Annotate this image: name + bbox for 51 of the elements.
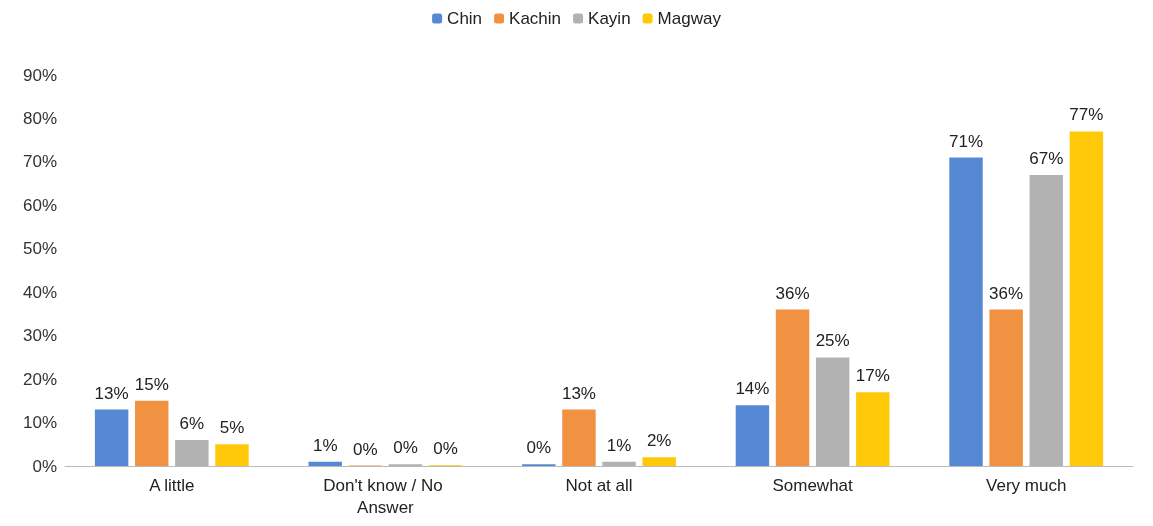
- bar: [308, 461, 342, 466]
- x-tick-label: Not at all: [565, 475, 633, 495]
- x-tick-label: Don't know / No Answer: [323, 475, 448, 517]
- bar: [94, 409, 129, 466]
- y-tick-label: 30%: [22, 326, 57, 346]
- y-tick-label: 10%: [22, 413, 57, 433]
- legend-label: Magway: [657, 9, 722, 28]
- y-tick-label: 20%: [22, 369, 57, 389]
- data-label: 77%: [1069, 105, 1104, 125]
- y-tick-label: 0%: [32, 456, 57, 476]
- x-tick-label: Very much: [986, 475, 1067, 495]
- bar: [135, 400, 169, 466]
- legend-label: Chin: [447, 9, 483, 28]
- data-label: 25%: [815, 331, 850, 351]
- legend-label: Kachin: [509, 9, 562, 28]
- bar: [215, 444, 249, 466]
- bar: [775, 309, 810, 466]
- x-tick-label: A little: [149, 475, 195, 495]
- bar: [1069, 131, 1104, 466]
- data-label: 15%: [134, 374, 169, 394]
- data-label: 67%: [1029, 148, 1064, 168]
- bar: [989, 309, 1023, 466]
- data-label: 2%: [646, 431, 672, 451]
- y-tick-label: 40%: [22, 282, 57, 302]
- bar: [735, 405, 770, 466]
- data-label: 36%: [989, 283, 1024, 303]
- data-label: 13%: [94, 383, 129, 403]
- data-label: 36%: [775, 283, 810, 303]
- x-tick-label: Somewhat: [772, 475, 854, 495]
- data-label: 6%: [179, 413, 205, 433]
- data-label: 0%: [526, 438, 552, 458]
- data-label: 0%: [393, 438, 418, 458]
- data-label: 13%: [561, 383, 596, 403]
- data-label: 1%: [606, 435, 632, 455]
- data-label: 17%: [855, 366, 890, 386]
- y-tick-label: 90%: [22, 65, 57, 85]
- y-tick-label: 70%: [22, 152, 57, 172]
- data-label: 71%: [949, 131, 984, 151]
- data-label: 14%: [735, 379, 770, 399]
- y-tick-label: 60%: [22, 195, 57, 215]
- legend-label: Kayin: [588, 9, 631, 28]
- bar: [562, 409, 596, 466]
- data-label: 0%: [433, 439, 458, 459]
- data-label: 5%: [219, 418, 245, 438]
- y-tick-label: 80%: [22, 108, 57, 128]
- bar: [949, 157, 983, 466]
- bar: [642, 457, 676, 466]
- data-label: 0%: [353, 439, 378, 459]
- bar: [856, 392, 890, 466]
- y-tick-label: 50%: [22, 239, 57, 259]
- data-label: 1%: [312, 435, 338, 455]
